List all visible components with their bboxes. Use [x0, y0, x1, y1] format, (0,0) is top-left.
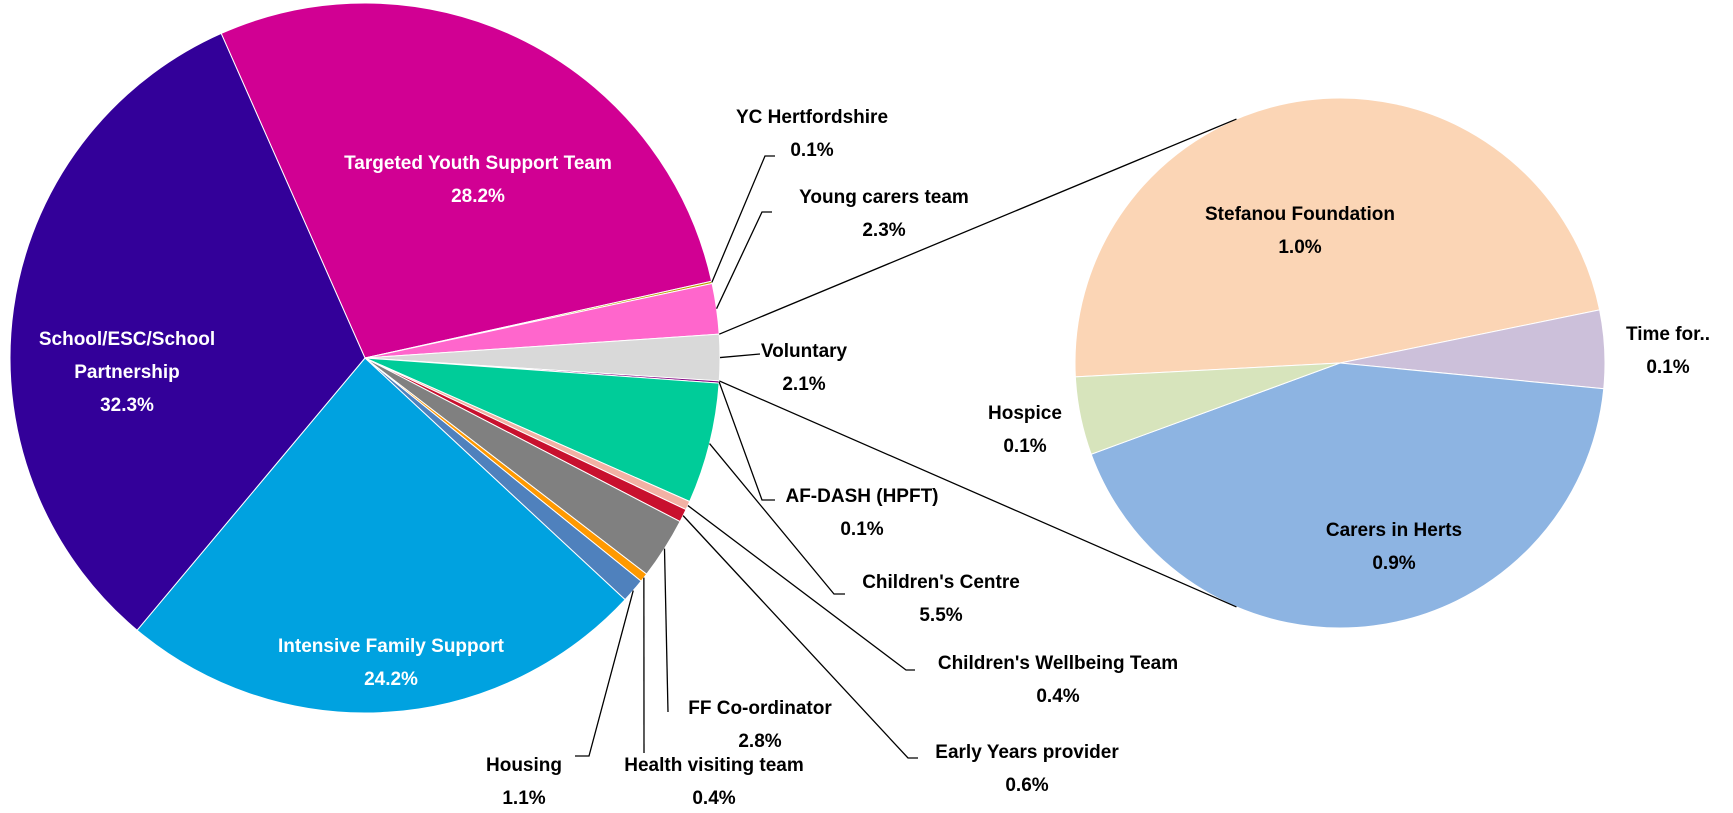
slice-label: Voluntary	[761, 341, 848, 362]
slice-label: Carers in Herts	[1326, 520, 1462, 541]
connector-line	[718, 118, 1237, 335]
leader-line	[718, 381, 775, 501]
leader-line	[687, 505, 915, 671]
leader-line	[682, 515, 918, 759]
slice-label: Stefanou Foundation	[1205, 204, 1395, 225]
slice-label: Housing	[486, 755, 562, 776]
slice-label: Intensive Family Support	[278, 636, 505, 657]
slice-label: YC Hertfordshire	[736, 107, 888, 128]
pie-slice	[1074, 97, 1601, 378]
slice-value-label: 28.2%	[451, 186, 505, 207]
slice-value-label: 0.6%	[1005, 775, 1048, 796]
slice-value-label: 0.9%	[1372, 553, 1415, 574]
slice-label: Targeted Youth Support Team	[344, 153, 612, 174]
pie-slice	[1090, 362, 1605, 629]
pie-slice	[9, 32, 366, 631]
slice-label: Young carers team	[799, 187, 969, 208]
slice-value-label: 0.1%	[840, 519, 883, 540]
slice-label: FF Co-ordinator	[688, 698, 832, 719]
slice-label: Time for..	[1626, 324, 1710, 345]
slice-value-label: 0.1%	[1003, 436, 1046, 457]
slice-value-label: 0.4%	[1036, 686, 1079, 707]
slice-label: School/ESC/School Partnership	[39, 329, 215, 383]
label-line: Partnership	[74, 362, 180, 383]
leader-line	[709, 443, 845, 595]
slice-value-label: 24.2%	[364, 669, 418, 690]
slice-value-label: 1.0%	[1278, 237, 1321, 258]
slice-label: Health visiting team	[624, 755, 804, 776]
slice-value-label: 5.5%	[919, 605, 962, 626]
slice-value-label: 2.1%	[782, 374, 825, 395]
slice-value-label: 32.3%	[100, 395, 154, 416]
connector-line	[718, 380, 1237, 608]
leader-line	[719, 353, 761, 359]
slice-value-label: 0.1%	[1646, 357, 1689, 378]
slice-value-label: 1.1%	[502, 788, 545, 809]
slice-label: Early Years provider	[935, 742, 1119, 763]
pie-slice	[1074, 362, 1341, 455]
slice-value-label: 2.8%	[738, 731, 781, 752]
slice-label: Children's Wellbeing Team	[938, 653, 1178, 674]
slice-label: AF-DASH (HPFT)	[785, 486, 938, 507]
slice-value-label: 0.1%	[790, 140, 833, 161]
slice-value-label: 0.4%	[692, 788, 735, 809]
slice-label: Children's Centre	[862, 572, 1020, 593]
leader-line	[575, 590, 634, 757]
pie-slice	[220, 2, 713, 359]
slice-value-label: 2.3%	[862, 220, 905, 241]
slice-label: Hospice	[988, 403, 1062, 424]
label-line: School/ESC/School	[39, 329, 215, 350]
leader-line	[711, 155, 775, 283]
leader-line	[715, 211, 772, 309]
leader-line	[663, 548, 669, 713]
pie-slice	[136, 357, 626, 714]
